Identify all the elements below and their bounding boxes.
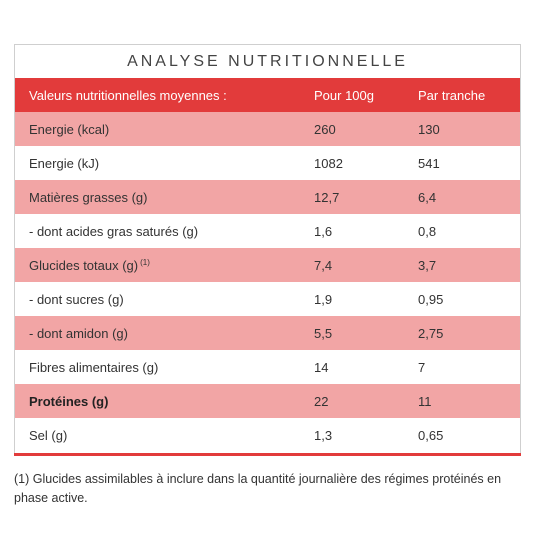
nutrient-label: Glucides totaux (g) (1) xyxy=(15,248,300,282)
value-per-slice: 541 xyxy=(404,146,520,180)
value-per-100g: 1,9 xyxy=(300,282,404,316)
nutrient-label: - dont amidon (g) xyxy=(15,316,300,350)
value-per-100g: 1082 xyxy=(300,146,404,180)
table-row: Protéines (g) 22 11 xyxy=(15,384,520,418)
value-per-100g: 14 xyxy=(300,350,404,384)
header-per-100g: Pour 100g xyxy=(300,78,404,112)
value-per-slice: 11 xyxy=(404,384,520,418)
panel-title: ANALYSE NUTRITIONNELLE xyxy=(127,53,408,70)
value-per-100g: 22 xyxy=(300,384,404,418)
value-per-slice: 7 xyxy=(404,350,520,384)
value-per-100g: 5,5 xyxy=(300,316,404,350)
nutrient-label-text: - dont amidon (g) xyxy=(29,325,128,341)
nutrient-label-text: Fibres alimentaires (g) xyxy=(29,359,159,375)
table-row: Sel (g) 1,3 0,65 xyxy=(15,418,520,452)
nutrient-label: Fibres alimentaires (g) xyxy=(15,350,300,384)
table-row: - dont amidon (g) 5,5 2,75 xyxy=(15,316,520,350)
panel-bottom-accent xyxy=(14,453,521,456)
nutrient-label-text: Sel (g) xyxy=(29,427,68,443)
nutrient-label: - dont sucres (g) xyxy=(15,282,300,316)
nutrient-label: Energie (kcal) xyxy=(15,112,300,146)
table-body: Energie (kcal) 260 130 Energie (kJ) 1082 541 M… xyxy=(15,112,520,452)
value-per-100g: 12,7 xyxy=(300,180,404,214)
value-per-slice: 0,8 xyxy=(404,214,520,248)
nutrient-label-text: Glucides totaux (g) xyxy=(29,257,139,273)
value-per-slice: 0,65 xyxy=(404,418,520,452)
nutrient-label-text: Energie (kcal) xyxy=(29,121,110,137)
header-nutrient: Valeurs nutritionnelles moyennes : xyxy=(15,78,300,112)
footnote: (1) Glucides assimilables à inclure dans… xyxy=(14,472,502,505)
value-per-slice: 2,75 xyxy=(404,316,520,350)
nutrient-label-text: - dont sucres (g) xyxy=(29,291,124,307)
value-per-100g: 7,4 xyxy=(300,248,404,282)
value-per-slice: 130 xyxy=(404,112,520,146)
value-per-100g: 1,6 xyxy=(300,214,404,248)
table-row: Fibres alimentaires (g) 14 7 xyxy=(15,350,520,384)
table-row: Energie (kJ) 1082 541 xyxy=(15,146,520,180)
nutrient-label-text: Energie (kJ) xyxy=(29,155,100,171)
table-row: Glucides totaux (g) (1) 7,4 3,7 xyxy=(15,248,520,282)
table-header-row: Valeurs nutritionnelles moyennes : Pour … xyxy=(15,78,520,112)
value-per-slice: 6,4 xyxy=(404,180,520,214)
table-row: Matières grasses (g) 12,7 6,4 xyxy=(15,180,520,214)
table-row: Energie (kcal) 260 130 xyxy=(15,112,520,146)
nutrient-label: Energie (kJ) xyxy=(15,146,300,180)
header-per-slice: Par tranche xyxy=(404,78,520,112)
value-per-slice: 3,7 xyxy=(404,248,520,282)
nutrient-label-text: Matières grasses (g) xyxy=(29,189,148,205)
nutrition-panel: ANALYSE NUTRITIONNELLE Valeurs nutrition… xyxy=(14,44,521,456)
nutrient-label: Matières grasses (g) xyxy=(15,180,300,214)
table-row: - dont sucres (g) 1,9 0,95 xyxy=(15,282,520,316)
value-per-slice: 0,95 xyxy=(404,282,520,316)
value-per-100g: 1,3 xyxy=(300,418,404,452)
table-row: - dont acides gras saturés (g) 1,6 0,8 xyxy=(15,214,520,248)
nutrition-table: Valeurs nutritionnelles moyennes : Pour … xyxy=(15,78,520,452)
value-per-100g: 260 xyxy=(300,112,404,146)
footnote-marker: (1) xyxy=(140,257,150,267)
nutrient-label: Sel (g) xyxy=(15,418,300,452)
nutrient-label: Protéines (g) xyxy=(15,384,300,418)
nutrient-label-text: Protéines (g) xyxy=(29,393,109,409)
nutrient-label-text: - dont acides gras saturés (g) xyxy=(29,223,199,239)
nutrient-label: - dont acides gras saturés (g) xyxy=(15,214,300,248)
